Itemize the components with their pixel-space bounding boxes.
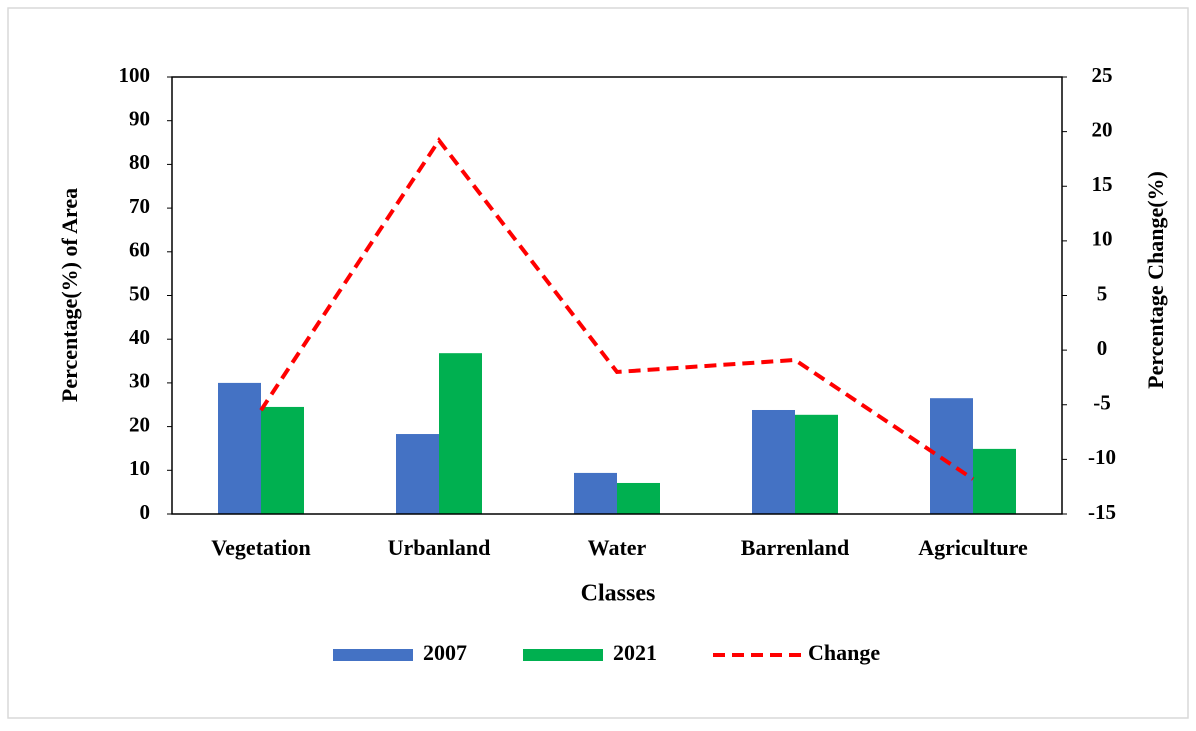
- y-tick-label: 100: [119, 63, 151, 87]
- y-axis-title: Percentage(%) of Area: [57, 188, 82, 402]
- y-tick-label: 20: [129, 412, 150, 436]
- bar: [439, 353, 482, 514]
- y2-tick-label: 25: [1092, 63, 1113, 87]
- x-tick-label: Agriculture: [918, 535, 1028, 560]
- bar: [617, 482, 660, 514]
- legend-swatch: [523, 649, 603, 661]
- y2-tick-label: 5: [1097, 281, 1108, 305]
- y2-tick-label: 15: [1092, 172, 1113, 196]
- plot-border: [171, 76, 1063, 515]
- bar: [574, 472, 617, 514]
- x-tick-label: Barrenland: [741, 535, 849, 560]
- y2-tick-label: -15: [1088, 500, 1116, 524]
- bar: [973, 448, 1016, 514]
- y-tick-label: 40: [129, 325, 150, 349]
- y2-tick-label: 10: [1092, 227, 1113, 251]
- bar: [795, 414, 838, 514]
- y-tick-label: 90: [129, 107, 150, 131]
- y2-tick-label: 20: [1092, 117, 1113, 141]
- y-tick-label: 30: [129, 369, 150, 393]
- chart-frame: [7, 7, 1189, 719]
- y2-tick-label: 0: [1097, 336, 1108, 360]
- x-tick-label: Urbanland: [388, 535, 491, 560]
- y-tick-label: 10: [129, 456, 150, 480]
- x-tick-label: Water: [588, 535, 647, 560]
- bar: [930, 398, 973, 514]
- bar: [218, 382, 261, 514]
- y-tick-label: 60: [129, 238, 150, 262]
- change-line: [259, 136, 975, 481]
- legend-label: Change: [808, 640, 880, 665]
- y-tick-label: 0: [140, 500, 151, 524]
- y2-tick-label: -5: [1093, 391, 1111, 415]
- y-tick-label: 50: [129, 281, 150, 305]
- legend-swatch: [333, 649, 413, 661]
- bar: [396, 434, 439, 514]
- x-tick-label: Vegetation: [211, 535, 310, 560]
- y2-axis-title: Percentage Change(%): [1143, 171, 1168, 389]
- y-tick-label: 70: [129, 194, 150, 218]
- legend-label: 2007: [423, 640, 467, 665]
- y-tick-label: 80: [129, 150, 150, 174]
- bar: [261, 406, 304, 514]
- bar: [752, 409, 795, 514]
- x-axis-title: Classes: [581, 581, 656, 607]
- legend-label: 2021: [613, 640, 657, 665]
- y2-tick-label: -10: [1088, 445, 1116, 469]
